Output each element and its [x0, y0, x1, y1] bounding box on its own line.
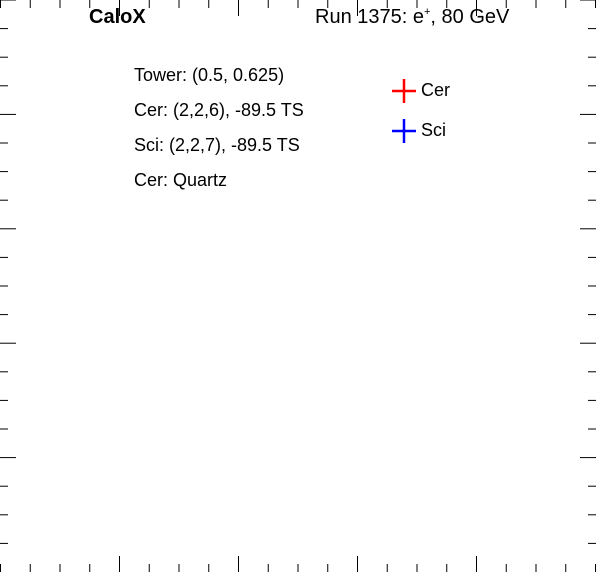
legend-entry-sci: Sci [390, 118, 550, 144]
run-label: Run 1375: e+, 80 GeV [315, 6, 509, 29]
legend-label-cer: Cer [421, 80, 451, 100]
run-charge: + [423, 6, 431, 18]
legend-label-sci: Sci [421, 120, 447, 140]
legend-marker-cer [392, 79, 416, 103]
tower-info: Tower: (0.5, 0.625) [134, 65, 285, 85]
legend-marker-sci [392, 119, 416, 143]
run-prefix: Run 1375: e [315, 6, 424, 28]
sci-channel-info: Sci: (2,2,7), -89.5 TS [134, 135, 300, 155]
brand-label: CaloX [89, 6, 146, 28]
legend-entry-cer: Cer [390, 78, 550, 104]
info-box: Tower: (0.5, 0.625) Cer: (2,2,6), -89.5 … [134, 58, 304, 198]
cer-material-info: Cer: Quartz [134, 170, 228, 190]
cer-channel-info: Cer: (2,2,6), -89.5 TS [134, 100, 304, 120]
run-suffix: , 80 GeV [430, 6, 510, 28]
